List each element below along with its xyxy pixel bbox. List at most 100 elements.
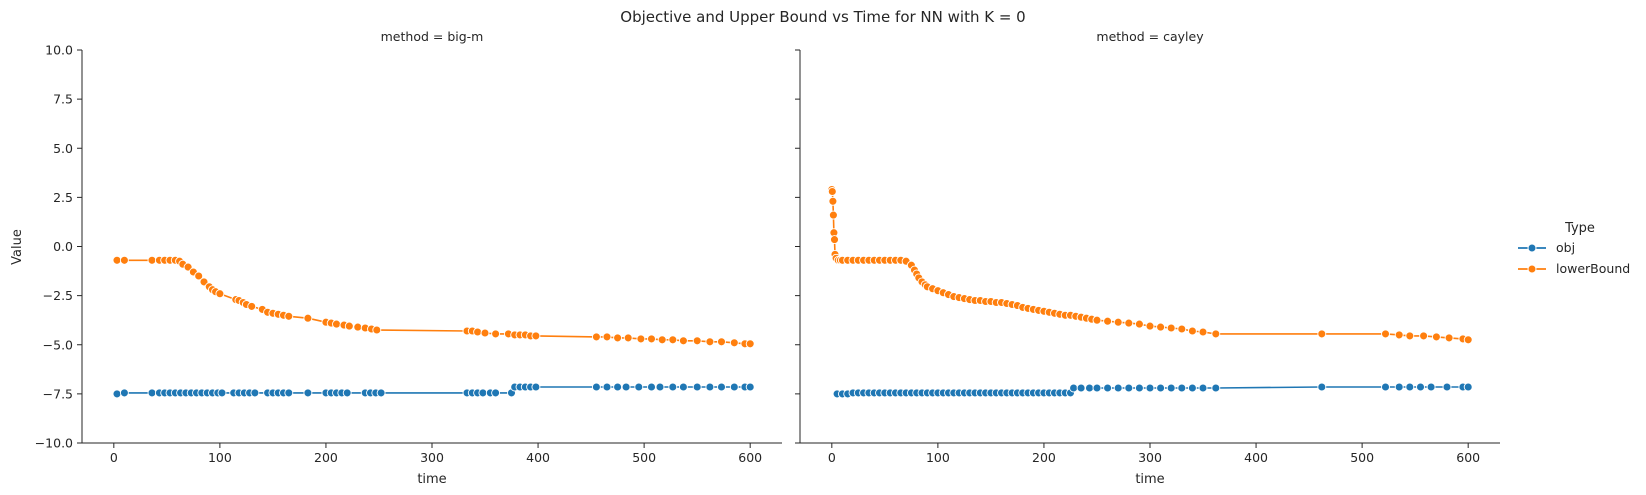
x-tick-label-cayley-2: 200 xyxy=(1032,450,1056,465)
legend-entry-lowerbound: lowerBound xyxy=(1518,261,1630,276)
point-big-m-obj-51 xyxy=(621,382,631,392)
point-cayley-obj-45 xyxy=(1069,383,1079,393)
point-cayley-lowerbound-79 xyxy=(1444,333,1454,343)
point-big-m-obj-20 xyxy=(250,388,260,398)
x-axis-label-cayley: time xyxy=(1135,472,1164,487)
point-big-m-obj-54 xyxy=(655,382,665,392)
legend-title: Type xyxy=(1564,221,1595,236)
y-tick-label-0: −10.0 xyxy=(35,436,73,451)
point-cayley-lowerbound-62 xyxy=(1103,316,1113,326)
point-big-m-obj-41 xyxy=(491,388,501,398)
legend: Type obj lowerBound xyxy=(1518,221,1630,276)
x-tick-label-big-m-3: 300 xyxy=(420,450,444,465)
x-tick-label-cayley-3: 300 xyxy=(1138,450,1162,465)
point-big-m-obj-15 xyxy=(217,388,227,398)
point-big-m-obj-2 xyxy=(147,388,157,398)
point-big-m-obj-49 xyxy=(602,382,612,392)
point-big-m-obj-39 xyxy=(478,388,488,398)
facet-title-cayley: method = cayley xyxy=(1096,29,1204,44)
point-big-m-obj-57 xyxy=(692,382,702,392)
y-tick-label-3: −2.5 xyxy=(43,288,73,303)
point-cayley-lowerbound-61 xyxy=(1092,315,1102,325)
point-big-m-lowerbound-2 xyxy=(147,255,157,265)
point-cayley-lowerbound-70 xyxy=(1187,326,1197,336)
point-big-m-obj-62 xyxy=(745,382,755,392)
y-ticks-big-m: −10.0 −7.5 −5.0 −2.5 0.0 2.5 5.0 7.5 10.0 xyxy=(35,43,82,451)
point-cayley-obj-60 xyxy=(1317,382,1327,392)
point-cayley-obj-58 xyxy=(1198,383,1208,393)
point-big-m-lowerbound-60 xyxy=(717,337,726,347)
point-cayley-lowerbound-74 xyxy=(1381,329,1390,339)
y-tick-label-7: 7.5 xyxy=(53,92,73,107)
x-axis-label-big-m: time xyxy=(417,472,446,487)
legend-marker-obj xyxy=(1527,243,1537,253)
point-big-m-lowerbound-16 xyxy=(215,289,225,299)
point-big-m-lowerbound-57 xyxy=(678,336,688,346)
point-big-m-lowerbound-42 xyxy=(491,329,501,339)
point-big-m-obj-58 xyxy=(705,382,715,392)
point-big-m-lowerbound-0 xyxy=(112,255,122,265)
point-big-m-lowerbound-54 xyxy=(647,334,656,344)
series-points-big-m xyxy=(112,255,755,399)
point-cayley-lowerbound-3 xyxy=(828,210,838,220)
point-cayley-obj-61 xyxy=(1381,382,1390,392)
point-big-m-obj-25 xyxy=(284,388,294,398)
facet-title-big-m: method = big-m xyxy=(381,29,484,44)
point-cayley-obj-51 xyxy=(1124,383,1134,393)
point-big-m-lowerbound-33 xyxy=(344,321,354,331)
point-cayley-obj-47 xyxy=(1085,383,1094,393)
point-cayley-lowerbound-75 xyxy=(1394,330,1404,340)
point-cayley-lowerbound-66 xyxy=(1145,321,1155,331)
point-big-m-lowerbound-1 xyxy=(119,255,129,265)
point-big-m-lowerbound-61 xyxy=(729,338,739,348)
point-cayley-obj-59 xyxy=(1211,383,1221,393)
legend-marker-lowerbound xyxy=(1527,264,1537,274)
point-cayley-lowerbound-68 xyxy=(1166,323,1176,333)
point-cayley-obj-53 xyxy=(1145,383,1155,393)
point-big-m-obj-47 xyxy=(531,382,541,392)
y-tick-label-8: 10.0 xyxy=(45,43,73,58)
point-big-m-obj-56 xyxy=(678,382,688,392)
point-cayley-obj-63 xyxy=(1405,382,1415,392)
point-cayley-obj-54 xyxy=(1156,383,1166,393)
x-tick-label-big-m-5: 500 xyxy=(632,450,656,465)
point-cayley-lowerbound-65 xyxy=(1134,319,1144,329)
y-ticks-cayley xyxy=(795,49,800,444)
point-cayley-obj-66 xyxy=(1442,382,1452,392)
point-cayley-obj-48 xyxy=(1092,383,1102,393)
legend-label-lowerbound: lowerBound xyxy=(1556,261,1630,276)
point-cayley-obj-57 xyxy=(1187,383,1197,393)
facet-big-m: method = big-m −10.0 −7.5 −5.0 −2.5 0.0 2.5 5.… xyxy=(10,29,782,487)
point-big-m-lowerbound-40 xyxy=(473,327,483,337)
point-cayley-lowerbound-76 xyxy=(1405,331,1415,341)
x-tick-label-cayley-1: 100 xyxy=(926,450,950,465)
point-big-m-lowerbound-55 xyxy=(657,335,667,345)
point-cayley-obj-50 xyxy=(1113,383,1123,393)
point-big-m-lowerbound-48 xyxy=(531,331,541,341)
point-big-m-lowerbound-52 xyxy=(623,333,633,343)
point-cayley-obj-68 xyxy=(1463,382,1473,392)
point-cayley-obj-64 xyxy=(1416,382,1425,392)
y-axis-label: Value xyxy=(10,229,25,265)
series-line-big-m-lowerbound xyxy=(117,259,751,345)
point-cayley-obj-52 xyxy=(1134,383,1144,393)
chart-title: Objective and Upper Bound vs Time for NN… xyxy=(620,8,1025,26)
point-big-m-obj-26 xyxy=(303,388,313,398)
point-cayley-lowerbound-77 xyxy=(1419,331,1429,341)
y-tick-label-6: 5.0 xyxy=(53,141,73,156)
series-lines-cayley xyxy=(831,189,1469,395)
point-big-m-obj-52 xyxy=(634,382,644,392)
point-big-m-lowerbound-28 xyxy=(303,313,313,323)
point-cayley-lowerbound-5 xyxy=(830,235,839,245)
x-tick-label-big-m-6: 600 xyxy=(738,450,762,465)
point-big-m-obj-60 xyxy=(729,382,739,392)
point-big-m-lowerbound-58 xyxy=(692,336,702,346)
point-big-m-obj-35 xyxy=(376,388,386,398)
point-big-m-obj-0 xyxy=(112,389,122,399)
point-cayley-lowerbound-1 xyxy=(827,187,837,196)
point-big-m-obj-31 xyxy=(342,388,352,398)
point-big-m-lowerbound-21 xyxy=(247,301,257,311)
point-big-m-lowerbound-63 xyxy=(745,339,755,349)
point-big-m-lowerbound-34 xyxy=(353,322,363,332)
